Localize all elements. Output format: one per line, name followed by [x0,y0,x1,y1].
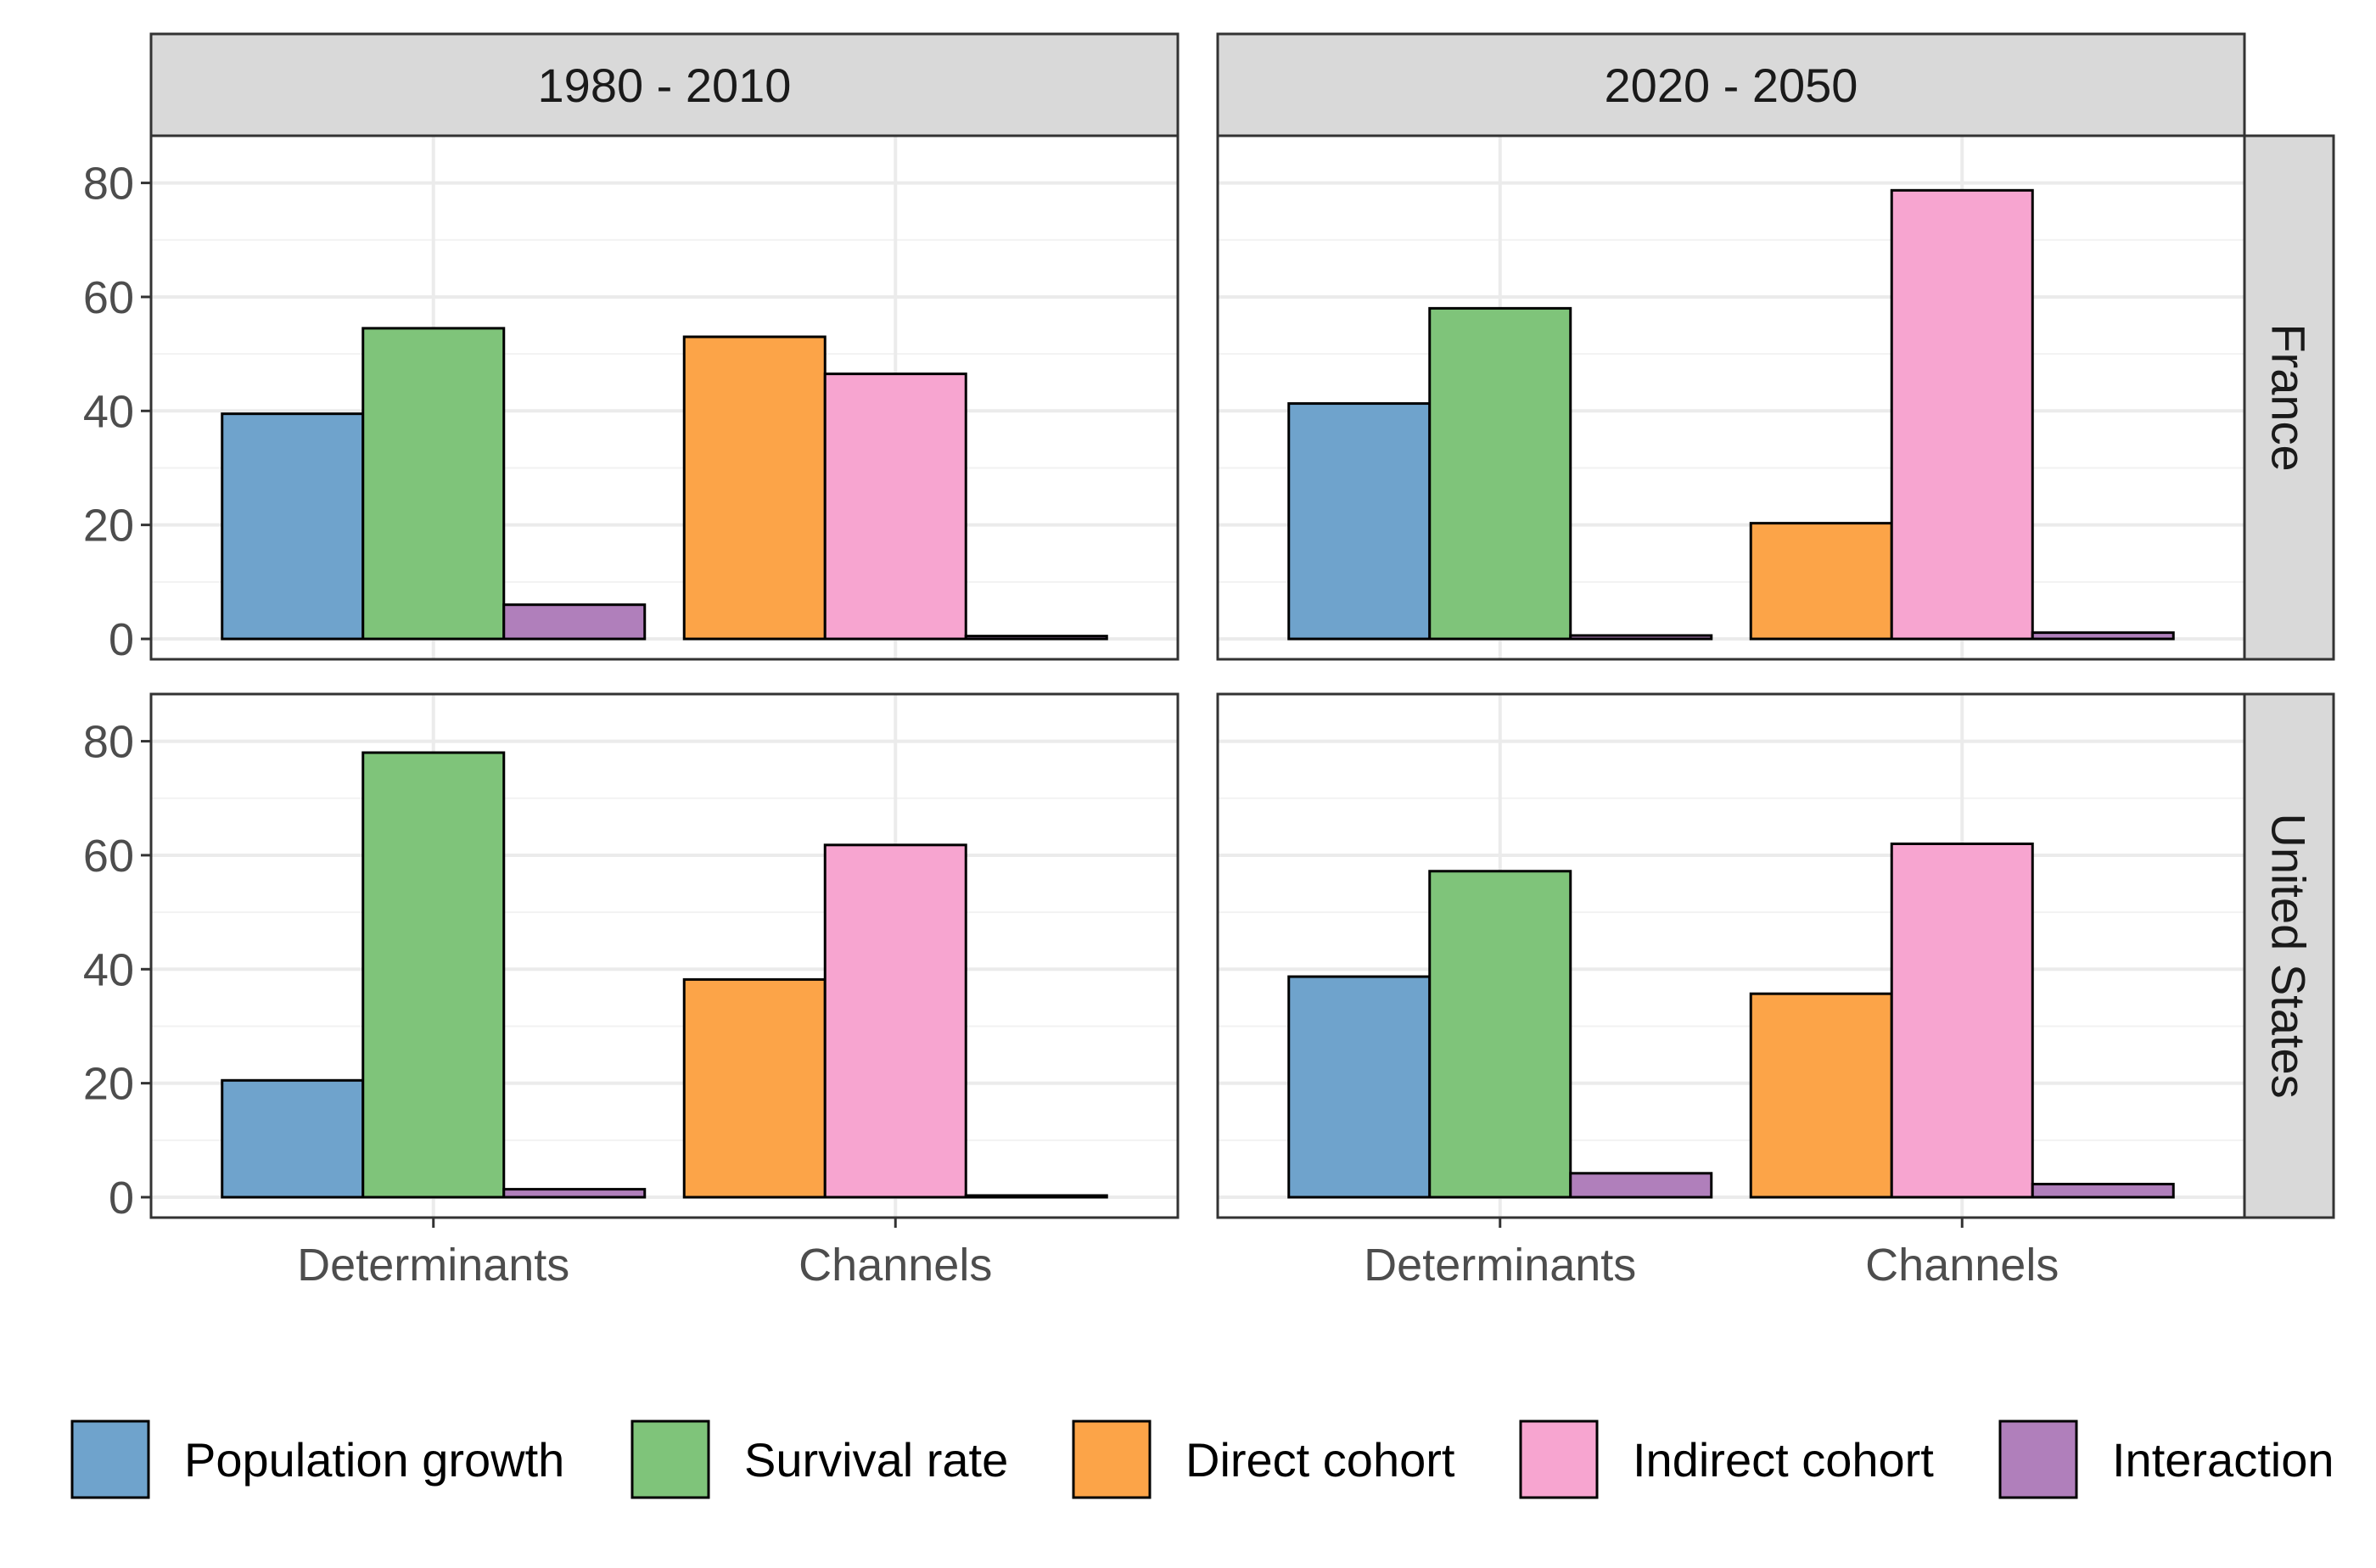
legend-label-survival-rate: Survival rate [744,1433,1008,1487]
bar-determinants-survival-rate [1428,870,1572,1199]
facet-strip-label: 2020 - 2050 [1605,59,1858,112]
bar-determinants-population-growth [1287,975,1432,1199]
facet-strip-label: United States [2262,813,2316,1098]
legend-label-population-growth: Population growth [184,1433,564,1487]
bar-channels-interaction [964,635,1108,641]
y-tick-label: 40 [83,944,134,995]
x-tick-label: Determinants [297,1240,569,1291]
bar-determinants-population-growth [221,412,365,641]
legend-key-indirect-cohort [1519,1420,1599,1499]
y-tick-label: 0 [109,614,134,665]
y-tick-label: 80 [83,717,134,768]
x-tick-label: Channels [799,1240,992,1291]
facet-strip-1980-2010 [149,32,1180,137]
y-tick-label: 60 [83,831,134,882]
panel-united-states-1980-2010-border [149,692,1180,1219]
bar-determinants-population-growth [1287,402,1432,641]
legend-label-direct-cohort: Direct cohort [1185,1433,1455,1487]
legend-key-direct-cohort [1072,1420,1152,1499]
legend-label-interaction: Interaction [2112,1433,2334,1487]
bar-determinants-interaction [1569,1172,1713,1199]
facet-strip-france [2243,134,2335,661]
y-tick-label: 80 [83,159,134,210]
y-tick-label: 40 [83,386,134,437]
bar-channels-indirect-cohort [823,843,967,1199]
bar-determinants-population-growth [221,1078,365,1199]
y-tick-label: 20 [83,1059,134,1110]
bar-channels-interaction [2031,631,2175,641]
bar-determinants-survival-rate [361,327,506,641]
bar-channels-direct-cohort [682,977,827,1199]
bar-channels-direct-cohort [682,335,827,641]
bar-channels-interaction [964,1194,1108,1199]
x-tick-label: Determinants [1364,1240,1636,1291]
bar-channels-indirect-cohort [1890,188,2034,641]
legend-key-interaction [1998,1420,2078,1499]
bar-determinants-interaction [502,1188,647,1199]
legend-label-indirect-cohort: Indirect cohort [1633,1433,1934,1487]
bar-channels-direct-cohort [1749,522,1893,641]
facet-strip-2020-2050 [1216,32,2246,137]
y-tick-label: 0 [109,1173,134,1224]
y-tick-label: 60 [83,272,134,323]
facet-strip-united-states [2243,692,2335,1219]
panel-france-1980-2010-border [149,134,1180,661]
bar-determinants-interaction [502,603,647,641]
bar-channels-indirect-cohort [1890,843,2034,1199]
bar-channels-interaction [2031,1183,2175,1199]
bar-determinants-interaction [1569,634,1713,641]
facet-strip-label: 1980 - 2010 [538,59,792,112]
panel-united-states-2020-2050-border [1216,692,2246,1219]
x-tick-label: Channels [1865,1240,2059,1291]
legend-key-population-growth [70,1420,150,1499]
bar-channels-indirect-cohort [823,372,967,641]
bar-determinants-survival-rate [1428,306,1572,641]
bar-determinants-survival-rate [361,751,506,1199]
panel-france-2020-2050-border [1216,134,2246,661]
facet-strip-label: France [2262,323,2316,471]
y-tick-label: 20 [83,501,134,552]
legend-key-survival-rate [630,1420,710,1499]
bar-channels-direct-cohort [1749,992,1893,1199]
